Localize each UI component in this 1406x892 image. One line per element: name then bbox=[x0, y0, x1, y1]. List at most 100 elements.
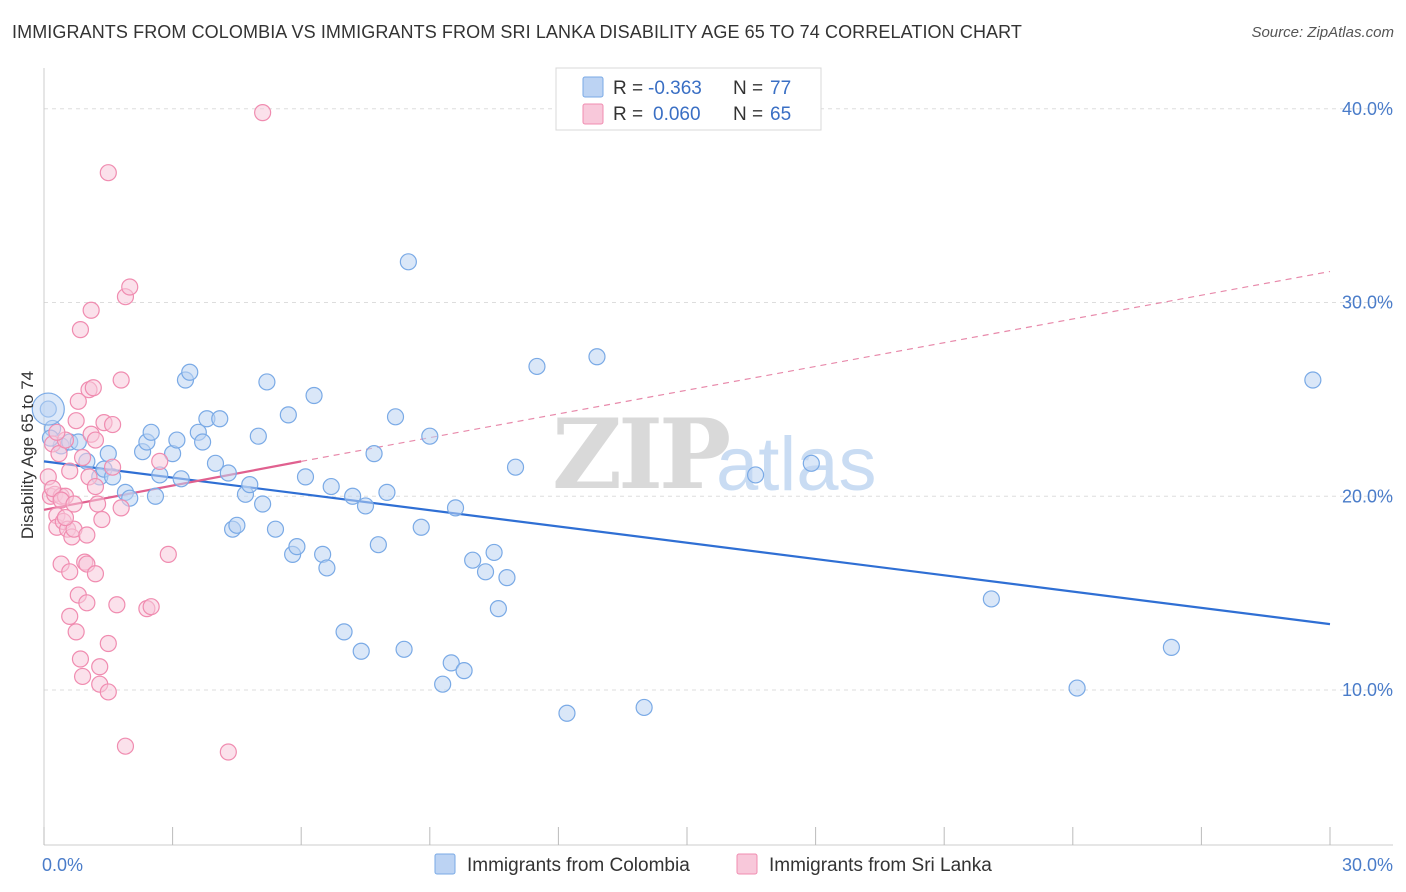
point-colombia bbox=[344, 487, 362, 505]
point-srilanka bbox=[142, 598, 160, 616]
point-colombia bbox=[386, 408, 405, 426]
point-colombia bbox=[206, 454, 225, 472]
point-srilanka bbox=[99, 683, 117, 701]
legend-r-label-srilanka: R = bbox=[613, 104, 643, 125]
point-srilanka bbox=[78, 526, 96, 544]
point-srilanka bbox=[71, 650, 90, 668]
point-srilanka bbox=[116, 737, 135, 755]
point-srilanka bbox=[56, 508, 75, 527]
point-colombia bbox=[266, 520, 285, 538]
point-colombia bbox=[241, 476, 259, 494]
point-colombia bbox=[181, 363, 199, 381]
point-colombia bbox=[305, 386, 323, 405]
point-srilanka bbox=[61, 462, 79, 480]
point-colombia bbox=[746, 466, 765, 484]
point-srilanka bbox=[112, 371, 130, 389]
point-colombia bbox=[395, 640, 413, 658]
point-colombia bbox=[421, 427, 439, 445]
point-colombia bbox=[399, 253, 417, 271]
point-colombia bbox=[146, 487, 165, 505]
point-srilanka bbox=[103, 415, 122, 434]
y-tick-label: 10.0% bbox=[1342, 680, 1393, 700]
chart-title: IMMIGRANTS FROM COLOMBIA VS IMMIGRANTS F… bbox=[12, 22, 1023, 42]
legend-n-value-colombia: 77 bbox=[770, 78, 791, 99]
point-colombia bbox=[378, 483, 396, 501]
trend-lines bbox=[43, 270, 1331, 626]
point-colombia bbox=[485, 543, 503, 562]
point-colombia bbox=[1304, 371, 1322, 389]
point-srilanka bbox=[65, 495, 83, 513]
axes bbox=[43, 68, 1393, 846]
point-colombia bbox=[635, 698, 653, 717]
point-colombia bbox=[249, 427, 267, 445]
point-srilanka bbox=[219, 743, 237, 761]
trend-line-srilanka-extension bbox=[301, 270, 1331, 462]
point-colombia bbox=[318, 559, 336, 577]
point-colombia bbox=[982, 590, 1000, 608]
point-colombia bbox=[296, 468, 315, 486]
y-tick-label: 40.0% bbox=[1342, 99, 1393, 119]
point-srilanka bbox=[82, 301, 100, 319]
point-srilanka bbox=[151, 452, 169, 470]
point-colombia bbox=[498, 569, 516, 587]
legend-stats: R = -0.363 N = 77 R = 0.060 N = 65 bbox=[555, 67, 822, 131]
point-colombia bbox=[172, 470, 190, 488]
point-srilanka bbox=[67, 623, 85, 641]
point-srilanka bbox=[99, 634, 117, 653]
x-tick-label-min: 0.0% bbox=[42, 855, 83, 875]
point-colombia bbox=[356, 497, 375, 515]
point-srilanka bbox=[88, 495, 107, 513]
point-srilanka bbox=[48, 423, 66, 441]
point-srilanka bbox=[86, 565, 105, 583]
point-colombia bbox=[211, 410, 229, 428]
watermark-zip: ZIP bbox=[552, 398, 729, 511]
point-colombia bbox=[228, 516, 246, 534]
legend-label-colombia: Immigrants from Colombia bbox=[467, 855, 690, 876]
point-colombia bbox=[142, 423, 160, 441]
point-colombia-large bbox=[31, 392, 65, 426]
point-srilanka bbox=[67, 412, 85, 430]
point-srilanka bbox=[43, 479, 62, 498]
zipatlas-watermark: ZIP atlas bbox=[552, 398, 877, 511]
point-srilanka bbox=[61, 563, 79, 581]
trend-line-srilanka bbox=[43, 460, 302, 511]
data-points bbox=[31, 104, 1322, 761]
point-colombia bbox=[369, 536, 387, 554]
point-colombia bbox=[1162, 638, 1180, 656]
legend-swatch-colombia bbox=[582, 76, 604, 98]
x-tick-label-max: 30.0% bbox=[1342, 855, 1393, 875]
point-srilanka bbox=[86, 477, 105, 496]
y-tick-label: 20.0% bbox=[1342, 486, 1393, 506]
point-srilanka bbox=[121, 278, 139, 296]
point-colombia bbox=[288, 538, 306, 556]
point-srilanka bbox=[254, 104, 272, 122]
point-srilanka bbox=[73, 667, 92, 686]
point-colombia bbox=[254, 495, 272, 513]
point-colombia bbox=[352, 642, 370, 660]
legend-swatch-srilanka bbox=[582, 103, 604, 125]
point-srilanka bbox=[61, 607, 79, 625]
point-colombia bbox=[506, 458, 525, 476]
point-colombia bbox=[365, 445, 383, 463]
point-srilanka bbox=[99, 164, 117, 182]
point-colombia bbox=[194, 433, 212, 451]
point-colombia bbox=[322, 477, 340, 496]
point-colombia bbox=[476, 563, 495, 581]
watermark-atlas: atlas bbox=[716, 422, 877, 507]
point-colombia bbox=[802, 454, 820, 472]
point-colombia bbox=[412, 518, 430, 536]
legend-swatch-colombia-bottom bbox=[434, 853, 456, 875]
point-colombia bbox=[442, 654, 460, 672]
legend-r-label-colombia: R = bbox=[613, 78, 643, 99]
point-srilanka bbox=[71, 321, 90, 339]
legend-r-value-colombia: -0.363 bbox=[648, 78, 702, 99]
legend-swatch-srilanka-bottom bbox=[736, 853, 758, 875]
point-srilanka bbox=[84, 379, 102, 397]
y-tick-label: 30.0% bbox=[1342, 293, 1393, 313]
point-colombia bbox=[258, 373, 276, 391]
point-srilanka bbox=[69, 392, 87, 410]
point-colombia bbox=[489, 600, 507, 618]
point-colombia bbox=[1068, 679, 1086, 697]
legend-r-value-srilanka: 0.060 bbox=[653, 104, 701, 125]
